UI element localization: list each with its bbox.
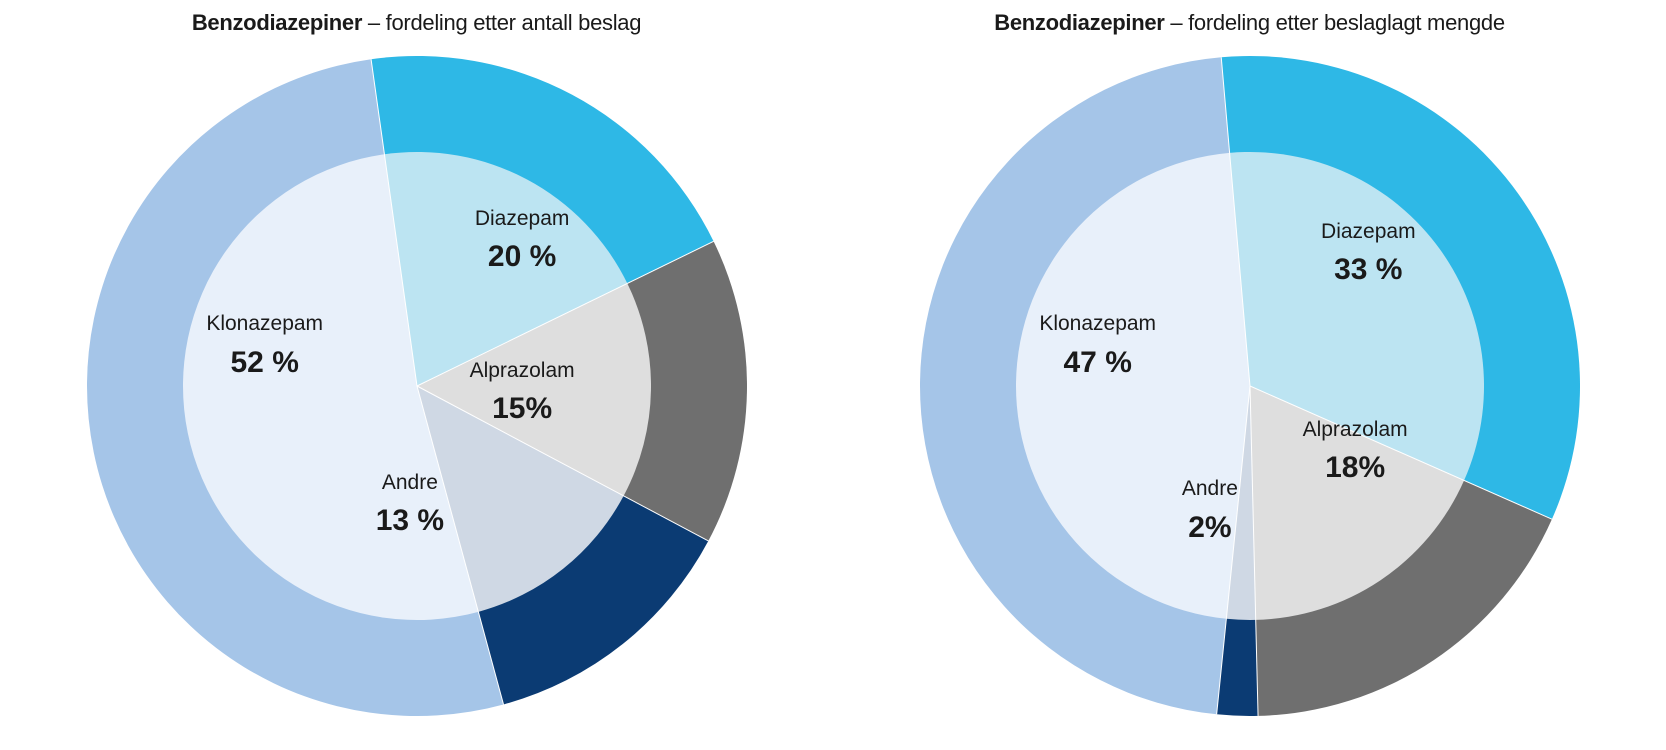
pie-chart-antall [87, 56, 747, 716]
title-bold: Benzodiazepiner [994, 10, 1164, 35]
chart-title-antall: Benzodiazepiner – fordeling etter antall… [192, 10, 641, 36]
charts-row: Benzodiazepiner – fordeling etter antall… [0, 0, 1666, 750]
title-rest: – fordeling etter antall beslag [362, 10, 641, 35]
title-bold: Benzodiazepiner [192, 10, 362, 35]
title-rest: – fordeling etter beslaglagt mengde [1165, 10, 1505, 35]
panel-antall: Benzodiazepiner – fordeling etter antall… [87, 10, 747, 716]
pie-chart-mengde [920, 56, 1580, 716]
chart-holder-mengde: Diazepam33 %Alprazolam18%Andre2%Klonazep… [920, 56, 1580, 716]
chart-title-mengde: Benzodiazepiner – fordeling etter beslag… [994, 10, 1505, 36]
panel-mengde: Benzodiazepiner – fordeling etter beslag… [920, 10, 1580, 716]
chart-holder-antall: Diazepam20 %Alprazolam15%Andre13 %Klonaz… [87, 56, 747, 716]
